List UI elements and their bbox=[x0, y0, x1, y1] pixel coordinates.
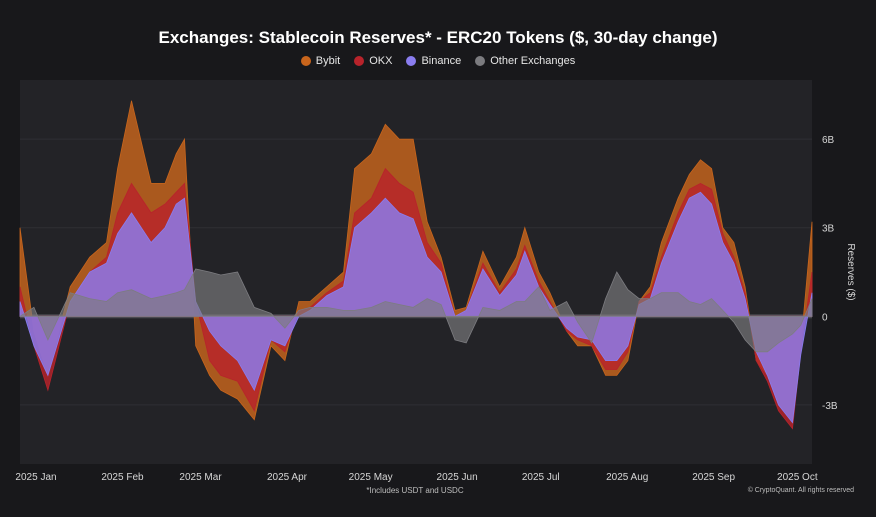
x-tick-label-0: 2025 Jan bbox=[15, 472, 56, 483]
series-layer bbox=[19, 100, 813, 430]
chart-legend: Bybit OKX Binance Other Exchanges bbox=[0, 55, 876, 67]
x-tick-label-3: 2025 Apr bbox=[267, 472, 308, 483]
y-tick-label-0: 6B bbox=[822, 135, 835, 146]
legend-item-bybit[interactable]: Bybit bbox=[300, 55, 341, 67]
x-tick-label-5: 2025 Jun bbox=[437, 472, 478, 483]
x-tick-label-4: 2025 May bbox=[349, 472, 393, 483]
legend-item-okx[interactable]: OKX bbox=[354, 55, 392, 67]
legend-label-okx: OKX bbox=[369, 55, 393, 67]
y-tick-label-1: 3B bbox=[822, 224, 835, 235]
x-tick-label-6: 2025 Jul bbox=[522, 472, 560, 483]
x-tick-label-7: 2025 Aug bbox=[606, 472, 648, 483]
legend-label-binance: Binance bbox=[421, 55, 462, 67]
legend-label-bybit: Bybit bbox=[315, 55, 341, 67]
x-axis-ticks: 2025 Jan 2025 Feb 2025 Mar 2025 Apr 2025 May… bbox=[15, 472, 817, 483]
y-axis-ticks: 6B 3B 0 -3B bbox=[822, 135, 838, 412]
legend-swatch-other-exchanges bbox=[475, 56, 486, 66]
x-tick-label-2: 2025 Mar bbox=[179, 472, 222, 483]
x-tick-label-1: 2025 Feb bbox=[101, 472, 144, 483]
y-axis-label: Reserves ($) bbox=[845, 243, 856, 300]
legend-item-binance[interactable]: Binance bbox=[406, 55, 461, 67]
y-tick-label-3: -3B bbox=[822, 401, 838, 412]
x-tick-label-9: 2025 Oct bbox=[777, 472, 818, 483]
legend-item-other-exchanges[interactable]: Other Exchanges bbox=[475, 55, 575, 67]
legend-label-other-exchanges: Other Exchanges bbox=[490, 55, 576, 67]
copyright-notice: © CryptoQuant. All rights reserved bbox=[747, 487, 854, 494]
footnote: *Includes USDT and USDC bbox=[366, 486, 464, 495]
legend-swatch-binance bbox=[406, 56, 417, 66]
legend-swatch-bybit bbox=[300, 56, 311, 66]
x-tick-label-8: 2025 Sep bbox=[692, 472, 735, 483]
y-tick-label-2: 0 bbox=[822, 312, 828, 323]
legend-swatch-okx bbox=[354, 56, 365, 66]
chart-title: Exchanges: Stablecoin Reserves* - ERC20 … bbox=[158, 28, 718, 47]
series-area-other-exchanges bbox=[19, 268, 813, 353]
